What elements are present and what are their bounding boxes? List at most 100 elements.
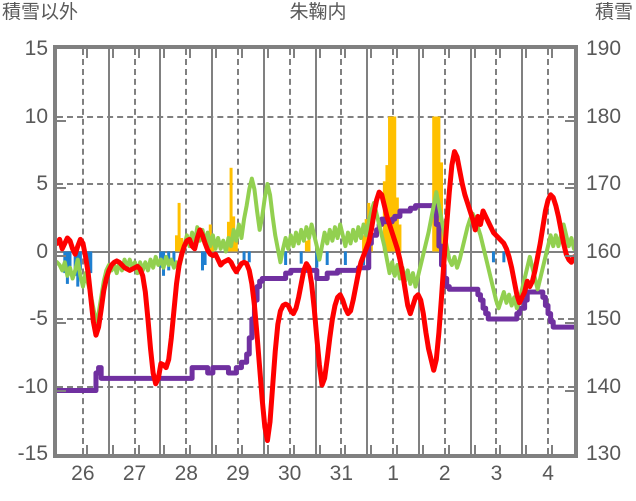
- bar: [68, 251, 72, 268]
- tick-label-text: 180: [586, 104, 622, 128]
- bar: [89, 251, 93, 274]
- axis-tick: [57, 322, 66, 324]
- tick-label-text: 160: [586, 239, 622, 263]
- axis-tick: [215, 49, 218, 58]
- axis-tick: [85, 445, 88, 454]
- axis-tick: [292, 49, 295, 58]
- axis-tick: [163, 49, 166, 58]
- plot-area: [53, 45, 578, 458]
- bar: [390, 116, 394, 252]
- bar: [343, 251, 347, 265]
- axis-tick: [344, 445, 347, 454]
- x-axis-tick-label: 30: [277, 462, 302, 485]
- axis-tick: [565, 119, 574, 122]
- axis-tick: [266, 445, 269, 454]
- bar: [325, 251, 329, 265]
- axis-tick: [551, 49, 554, 58]
- tick-label-text: 190: [586, 37, 622, 60]
- bar: [180, 238, 184, 252]
- tick-label-text: 150: [586, 307, 622, 330]
- tick-label-text: 15: [24, 37, 48, 60]
- axis-tick: [240, 445, 243, 454]
- bar: [175, 235, 179, 252]
- axis-tick: [344, 49, 347, 58]
- axis-tick: [421, 49, 424, 58]
- axis-tick: [318, 49, 321, 58]
- gridline-y-5: [57, 183, 574, 185]
- axis-tick: [473, 49, 476, 58]
- tick-label-text: 5: [36, 172, 48, 195]
- axis-tick: [525, 445, 528, 454]
- bar: [177, 202, 181, 252]
- x-axis-tick-label: 29: [226, 462, 250, 485]
- bar: [315, 251, 319, 268]
- axis-tick: [447, 49, 450, 58]
- axis-tick: [473, 445, 476, 454]
- axis-tick: [447, 445, 450, 454]
- bar: [78, 251, 82, 271]
- x-axis-tick-label: 2: [438, 462, 451, 485]
- axis-tick: [163, 445, 166, 454]
- axis-tick: [240, 49, 243, 58]
- x-axis-tick-label: 28: [174, 462, 198, 485]
- axis-tick: [215, 445, 218, 454]
- axis-tick: [551, 445, 554, 454]
- bar: [172, 251, 176, 268]
- tick-label-text: 170: [586, 172, 622, 195]
- bar: [299, 251, 303, 264]
- bar: [440, 162, 443, 252]
- axis-tick: [189, 445, 192, 454]
- bar: [200, 251, 204, 271]
- bar: [307, 235, 311, 252]
- axis-tick: [565, 254, 574, 257]
- axis-tick: [292, 445, 295, 454]
- data-line: [57, 149, 574, 443]
- axis-tick: [499, 445, 502, 454]
- bar: [388, 116, 392, 252]
- right-axis-title: 積雪: [594, 2, 633, 23]
- bar: [234, 235, 238, 252]
- x-axis-tick-label: 31: [329, 462, 354, 485]
- bar: [398, 224, 402, 252]
- bar: [502, 251, 506, 263]
- axis-tick: [318, 445, 321, 454]
- axis-tick: [421, 445, 424, 454]
- left-axis-title: 積雪以外: [2, 2, 79, 23]
- axis-tick: [57, 187, 66, 189]
- axis-tick: [85, 49, 88, 58]
- bar: [242, 251, 246, 265]
- bar: [432, 116, 436, 252]
- x-axis-tick-label: 27: [122, 462, 147, 485]
- tick-label-text: -10: [17, 374, 48, 398]
- axis-tick: [565, 322, 574, 324]
- gridline-y-10: [57, 115, 574, 118]
- axis-tick: [396, 445, 399, 454]
- x-axis-tick-label: 26: [71, 462, 95, 485]
- x-axis-tick-label: 4: [542, 462, 554, 485]
- bar: [395, 197, 399, 252]
- axis-tick: [396, 49, 399, 58]
- tick-label-text: 130: [586, 442, 622, 465]
- bar: [434, 116, 438, 252]
- axis-tick: [370, 445, 373, 454]
- gridline-y--10: [57, 385, 574, 388]
- bar: [362, 235, 366, 252]
- axis-tick: [137, 445, 140, 454]
- axis-tick: [137, 49, 140, 58]
- x-axis-tick-label: 3: [490, 462, 503, 485]
- axis-tick: [565, 187, 574, 189]
- axis-tick: [565, 389, 574, 392]
- bar: [437, 116, 441, 252]
- axis-tick: [499, 49, 502, 58]
- bar: [491, 251, 495, 263]
- axis-tick: [189, 49, 192, 58]
- bar: [203, 251, 207, 265]
- axis-tick: [266, 49, 269, 58]
- bar: [304, 240, 308, 252]
- axis-tick: [111, 49, 114, 58]
- axis-tick: [57, 254, 66, 257]
- plot-inner: [57, 49, 574, 454]
- axis-tick: [525, 49, 528, 58]
- tick-label-text: 0: [36, 239, 48, 263]
